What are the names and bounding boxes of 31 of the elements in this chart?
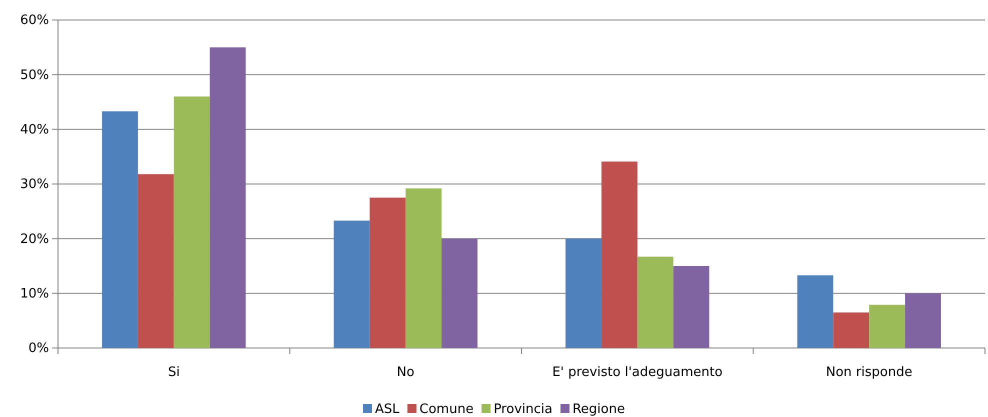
y-tick-label: 60% — [20, 13, 49, 28]
bar — [370, 198, 406, 348]
y-tick-label: 0% — [28, 341, 49, 356]
bar — [334, 220, 370, 348]
bar — [442, 238, 478, 348]
y-tick-label: 50% — [20, 68, 49, 83]
bar — [138, 174, 174, 348]
bar — [869, 304, 906, 348]
x-tick-label: Non risponde — [826, 365, 912, 380]
bar — [210, 47, 246, 348]
y-tick-label: 40% — [20, 122, 49, 138]
legend-label: Provincia — [494, 402, 552, 417]
legend-label: ASL — [375, 402, 400, 417]
x-tick-label: Si — [168, 365, 180, 380]
bar — [102, 111, 138, 348]
bar — [905, 293, 941, 348]
bar — [566, 238, 602, 348]
bar — [833, 312, 870, 348]
y-tick-label: 30% — [20, 177, 49, 192]
bar — [406, 188, 442, 348]
bar — [797, 275, 834, 348]
x-tick-label: No — [396, 365, 415, 380]
bar — [174, 96, 210, 348]
x-tick-label: E' previsto l'adeguamento — [552, 365, 723, 380]
legend-label: Comune — [419, 402, 474, 417]
bar — [637, 256, 674, 348]
y-tick-label: 20% — [20, 232, 49, 247]
y-tick-label: 10% — [20, 286, 49, 302]
bar — [673, 266, 710, 348]
legend-label: Regione — [572, 402, 625, 417]
bar — [601, 162, 638, 348]
